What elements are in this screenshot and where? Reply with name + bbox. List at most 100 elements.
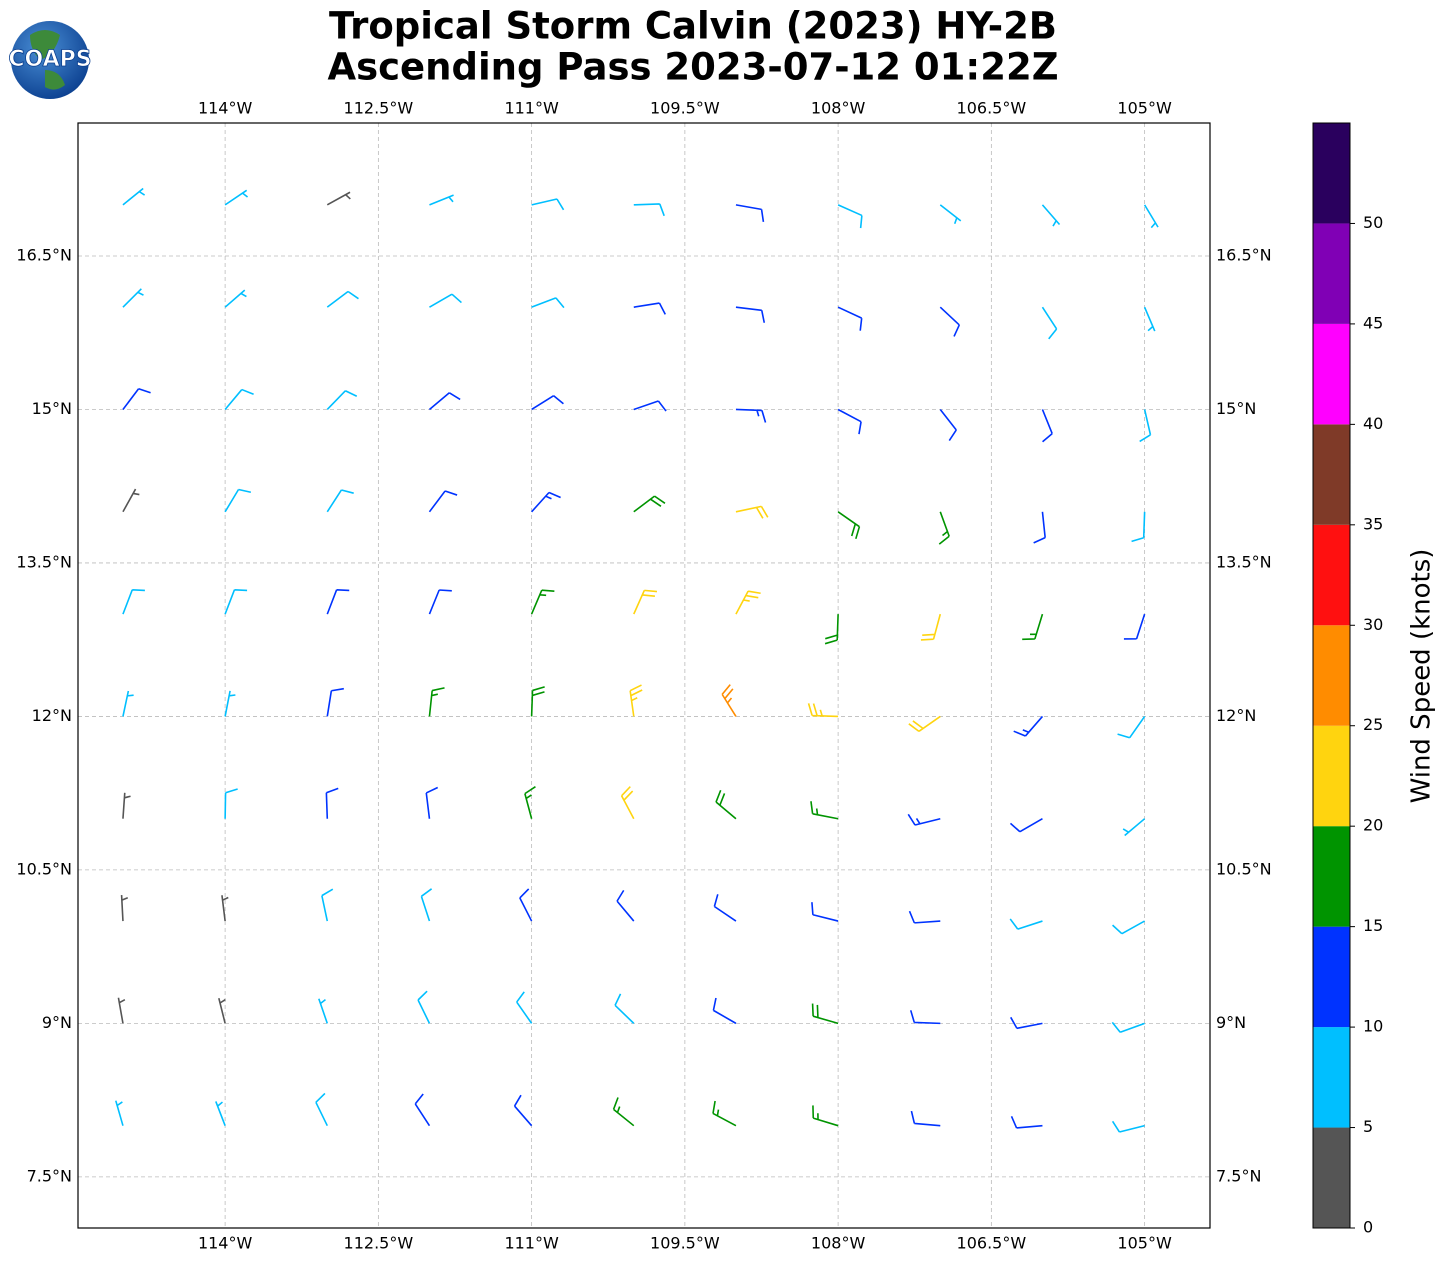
colorbar-cell <box>1313 625 1350 726</box>
colorbar-tick-label: 15 <box>1363 916 1383 935</box>
wind-barb <box>629 684 643 717</box>
barb-staff <box>633 203 665 217</box>
barb-staff <box>712 997 737 1025</box>
barb-staff <box>633 302 667 315</box>
barb-staff <box>428 687 445 717</box>
wind-barb <box>1131 511 1146 543</box>
y-tick-label: 16.5°N <box>16 246 72 265</box>
wind-barb <box>908 715 941 732</box>
barb-staff <box>1139 409 1152 443</box>
barb-staff <box>326 290 359 308</box>
colorbar-cell <box>1313 323 1350 425</box>
wind-barb <box>122 187 146 206</box>
barb-staff <box>909 1010 941 1025</box>
x-tick-label: 109.5°W <box>650 99 720 118</box>
barb-staff <box>224 788 238 819</box>
wind-barb <box>712 1100 737 1127</box>
colorbar-cell <box>1313 424 1350 525</box>
chart-title: Ascending Pass 2023-07-12 01:22Z <box>327 46 1058 89</box>
wind-barb <box>938 511 950 545</box>
wind-barb <box>531 297 565 309</box>
wind-barb <box>735 505 769 519</box>
wind-barb <box>120 895 129 922</box>
wind-barb <box>633 302 667 315</box>
wind-barb <box>614 993 635 1024</box>
wind-barb <box>425 786 439 819</box>
wind-barb <box>807 703 839 718</box>
barb-staff <box>417 990 431 1024</box>
x-tick-label: 108°W <box>811 99 866 118</box>
barb-staff <box>326 489 354 513</box>
x-tick-label: 106.5°W <box>957 99 1027 118</box>
barb-staff <box>429 293 462 308</box>
wind-barb <box>939 306 961 337</box>
x-tick-label: 105°W <box>1117 1234 1172 1253</box>
wind-barb <box>920 613 942 641</box>
barb-staff <box>531 491 561 513</box>
barb-field <box>115 187 1159 1133</box>
wind-barb <box>429 194 454 206</box>
barb-staff <box>837 408 862 435</box>
barb-staff <box>1010 1116 1043 1129</box>
logo-land <box>30 30 65 90</box>
barb-staff <box>428 589 452 615</box>
colorbar-tick-label: 10 <box>1363 1017 1383 1036</box>
wind-barb <box>531 198 565 211</box>
wind-barb <box>824 614 839 645</box>
barb-staff <box>519 888 533 922</box>
colorbar-tick-label: 30 <box>1363 615 1383 634</box>
barb-staff <box>837 306 863 331</box>
wind-barb <box>633 400 667 412</box>
colorbar-tick-label: 40 <box>1363 414 1383 433</box>
wind-barb <box>326 191 351 206</box>
barb-staff <box>713 894 737 922</box>
wind-barb <box>417 990 431 1024</box>
x-tick-label: 114°W <box>198 99 253 118</box>
barb-staff <box>616 889 635 922</box>
wind-barb <box>315 1092 329 1127</box>
x-tick-label: 112.5°W <box>344 1234 414 1253</box>
barb-staff <box>939 306 961 337</box>
barb-staff <box>910 1110 941 1127</box>
plot-frame <box>77 122 1211 1229</box>
wind-barb <box>620 786 635 820</box>
wind-barb <box>1143 306 1156 332</box>
x-tick-label: 111°W <box>504 99 559 118</box>
y-tick-label: 15°N <box>32 399 72 418</box>
barb-staff <box>614 993 635 1024</box>
wind-barb <box>519 888 533 922</box>
wind-barb <box>224 289 247 308</box>
wind-barb <box>325 787 339 819</box>
wind-barb <box>812 1105 839 1127</box>
wind-barb <box>1013 715 1044 737</box>
colorbar-tick-label: 5 <box>1363 1117 1373 1136</box>
wind-barb <box>513 1094 533 1127</box>
barb-staff <box>735 408 767 423</box>
wind-barb <box>429 293 462 308</box>
wind-barb <box>633 495 666 513</box>
wind-barb <box>516 991 533 1024</box>
barb-staff <box>1009 918 1043 930</box>
colorbar-cell <box>1313 223 1350 324</box>
wind-barb <box>326 589 350 615</box>
wind-barb <box>907 813 941 826</box>
y-tick-label: 13.5°N <box>1216 552 1272 571</box>
barb-staff <box>513 1094 533 1127</box>
wind-barb <box>115 1100 124 1126</box>
y-tick-label: 7.5°N <box>1216 1166 1261 1185</box>
wind-barb <box>224 388 254 410</box>
wind-barb <box>1041 306 1058 340</box>
barb-staff <box>117 997 126 1024</box>
wind-barb <box>837 408 862 435</box>
wind-barb <box>326 390 358 411</box>
wind-barb <box>810 801 839 820</box>
colorbar-cell <box>1313 1027 1350 1128</box>
barb-staff <box>715 789 737 820</box>
y-tick-label: 13.5°N <box>16 552 72 571</box>
barb-staff <box>1111 1120 1145 1133</box>
barb-staff <box>735 306 766 323</box>
wind-barb <box>326 687 344 717</box>
barb-staff <box>633 400 667 412</box>
wind-barb <box>215 1101 226 1126</box>
barb-staff <box>429 194 454 206</box>
